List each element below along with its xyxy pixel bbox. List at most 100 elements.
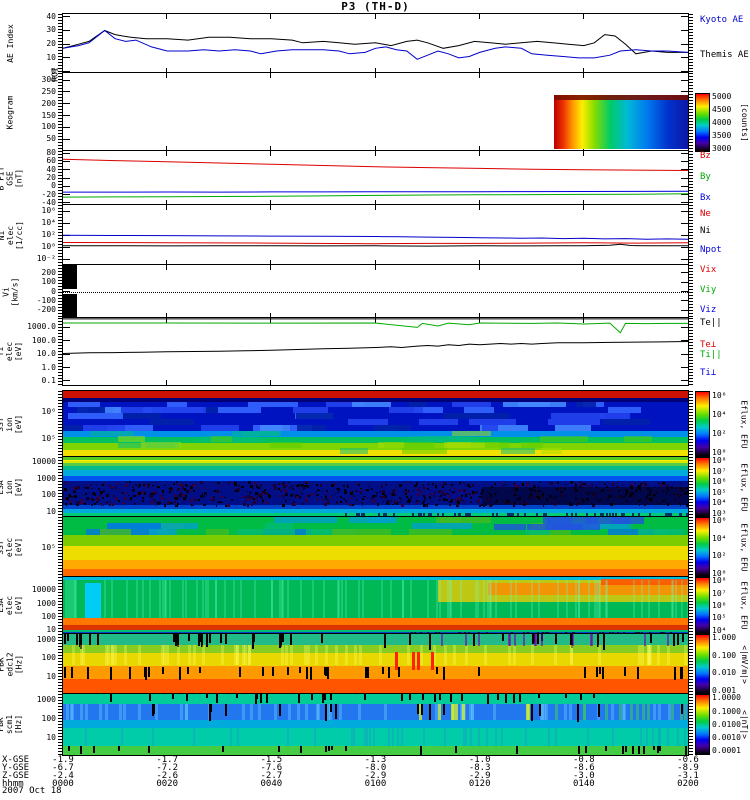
spectro-patch: [299, 491, 301, 494]
spectro-patch: [254, 580, 257, 619]
spectro-patch: [648, 644, 652, 666]
spectro-patch: [63, 632, 688, 634]
spectro-patch: [476, 500, 480, 504]
spectro-patch: [460, 494, 463, 497]
y-tick-mark: [63, 43, 70, 45]
spectro-patch: [278, 703, 281, 717]
spectro-patch: [565, 631, 568, 634]
spectro-patch: [105, 407, 121, 414]
spectro-patch: [523, 512, 526, 517]
spectro-patch: [653, 703, 657, 720]
spectro-patch: [660, 631, 663, 634]
spectro-patch: [463, 727, 466, 747]
spectro-patch: [352, 504, 355, 506]
spectro-patch: [358, 485, 360, 488]
spectro-patch: [351, 727, 354, 747]
spectro-patch: [602, 667, 605, 679]
spectro-patch: [449, 580, 452, 619]
spectro-patch: [246, 481, 248, 484]
spectro-patch: [63, 535, 688, 547]
x-tick-mark: [478, 146, 480, 151]
spectro-patch: [631, 512, 634, 517]
spectro-patch: [117, 436, 145, 443]
axis-value: 0120: [468, 779, 491, 789]
spectro-patch: [412, 489, 415, 492]
spectro-patch: [423, 512, 426, 517]
spectro-patch: [638, 504, 640, 507]
spectro-patch: [315, 483, 319, 487]
spectro-patch: [425, 486, 428, 489]
spectro-patch: [407, 498, 410, 500]
colorbar-unit-text: Eflux, EFU: [739, 581, 749, 630]
x-tick-mark: [270, 318, 272, 323]
spectro-patch: [233, 488, 236, 491]
spectro-patch: [631, 484, 634, 487]
y-tick-mark: [63, 210, 70, 212]
spectro-patch: [216, 694, 219, 704]
spectro-patch: [350, 496, 353, 499]
y-tick-label: 1000.0: [27, 322, 56, 332]
spectro-patch: [85, 497, 89, 501]
spectro-patch: [131, 485, 134, 488]
y-tick-label: 10: [46, 672, 56, 682]
spectro-patch: [481, 487, 688, 505]
colorbar-tick-label: 1.000: [712, 633, 737, 643]
spectro-patch: [289, 487, 291, 489]
spectro-patch: [429, 703, 432, 721]
spectro-patch: [109, 694, 112, 700]
spectro-patch: [280, 482, 283, 486]
spectro-patch: [234, 481, 237, 485]
spectro-patch: [82, 503, 85, 505]
spectro-patch: [178, 493, 181, 496]
spectro-patch: [349, 503, 352, 506]
spectro-patch: [238, 529, 295, 535]
y-tick-mark: [63, 246, 70, 248]
spectro-patch: [293, 503, 297, 507]
spectro-patch: [434, 485, 438, 488]
spectro-patch: [99, 703, 103, 720]
spectro-patch: [599, 512, 602, 517]
spectro-patch: [332, 494, 334, 496]
spectro-patch: [486, 631, 489, 634]
axis-value: -8.9: [677, 763, 699, 773]
spectro-patch: [335, 703, 338, 720]
spectro-patch: [159, 501, 162, 504]
spectro-patch: [101, 483, 104, 486]
spectro-patch: [621, 484, 623, 486]
spectro-patch: [296, 484, 299, 488]
spectro-patch: [220, 644, 224, 666]
spectro-patch: [72, 495, 74, 497]
spectro-patch: [467, 631, 470, 634]
y-tick-mark: [681, 380, 688, 382]
spectro-patch: [387, 500, 389, 502]
colorbar-tick-label: 10⁷: [712, 466, 727, 476]
spectro-patch: [445, 498, 448, 501]
y-axis-minor-ticks: [689, 694, 693, 755]
spectro-patch: [118, 746, 121, 752]
spectro-patch: [539, 436, 589, 443]
spectro-patch: [443, 644, 447, 666]
spectro-patch: [166, 644, 170, 666]
spectro-patch: [364, 727, 367, 747]
colorbar-tick-label: 3000: [712, 143, 732, 153]
spectro-patch: [107, 644, 111, 666]
spectro-patch: [355, 512, 358, 517]
y-tick-label: 10000: [31, 457, 56, 466]
spectro-patch: [155, 501, 158, 503]
spectro-patch: [127, 494, 129, 496]
spectro-patch: [467, 512, 470, 517]
spectro-patch: [444, 498, 447, 501]
spectro-patch: [146, 486, 148, 489]
spectro-patch: [372, 501, 375, 503]
spectro-patch: [276, 495, 279, 498]
y-tick-label: 0.1: [41, 375, 56, 385]
spectro-patch: [681, 580, 684, 619]
spectro-patch: [232, 430, 279, 437]
spectro-patch: [635, 482, 637, 485]
spectro-patch: [488, 503, 492, 507]
spectro-patch: [665, 512, 667, 517]
spectro-patch: [617, 483, 619, 485]
spectro-patch: [187, 667, 190, 675]
spectro-patch: [355, 490, 357, 492]
spectro-patch: [401, 447, 448, 454]
